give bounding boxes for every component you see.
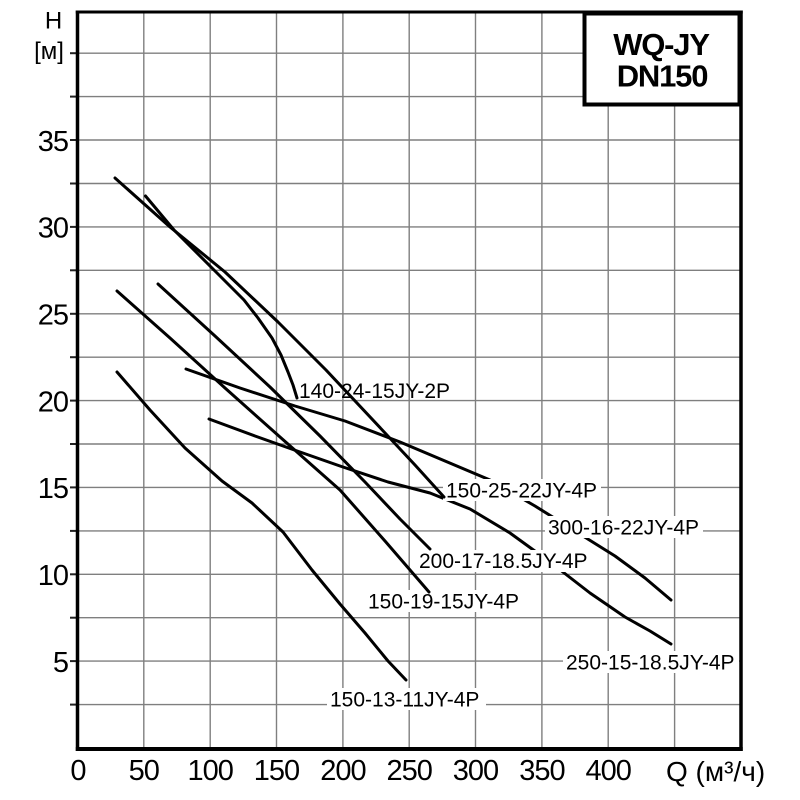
svg-text:300-16-22JY-4P: 300-16-22JY-4P — [548, 517, 699, 540]
svg-text:200: 200 — [320, 755, 365, 787]
svg-text:140-24-15JY-2P: 140-24-15JY-2P — [299, 380, 450, 403]
svg-text:250: 250 — [387, 755, 432, 787]
svg-text:0: 0 — [70, 755, 85, 787]
svg-text:5: 5 — [53, 647, 68, 679]
svg-text:300: 300 — [453, 755, 498, 787]
svg-text:H: H — [45, 8, 62, 35]
svg-text:35: 35 — [38, 126, 68, 158]
svg-text:30: 30 — [38, 213, 68, 245]
svg-text:150-25-22JY-4P: 150-25-22JY-4P — [446, 480, 597, 503]
svg-text:200-17-18.5JY-4P: 200-17-18.5JY-4P — [419, 550, 588, 573]
svg-text:15: 15 — [38, 473, 68, 505]
svg-text:25: 25 — [38, 300, 68, 332]
svg-text:WQ-JY: WQ-JY — [613, 27, 710, 62]
svg-text:[м]: [м] — [34, 38, 64, 65]
svg-text:150: 150 — [254, 755, 299, 787]
svg-text:150-19-15JY-4P: 150-19-15JY-4P — [368, 591, 519, 614]
svg-text:150-13-11JY-4P: 150-13-11JY-4P — [330, 689, 479, 712]
svg-text:100: 100 — [188, 755, 233, 787]
svg-text:10: 10 — [38, 560, 68, 592]
svg-text:20: 20 — [38, 386, 68, 418]
svg-text:50: 50 — [129, 755, 159, 787]
svg-text:350: 350 — [519, 755, 564, 787]
svg-text:400: 400 — [586, 755, 631, 787]
svg-text:DN150: DN150 — [617, 58, 708, 93]
svg-text:Q (м³/ч): Q (м³/ч) — [666, 756, 765, 787]
svg-text:250-15-18.5JY-4P: 250-15-18.5JY-4P — [566, 652, 735, 675]
